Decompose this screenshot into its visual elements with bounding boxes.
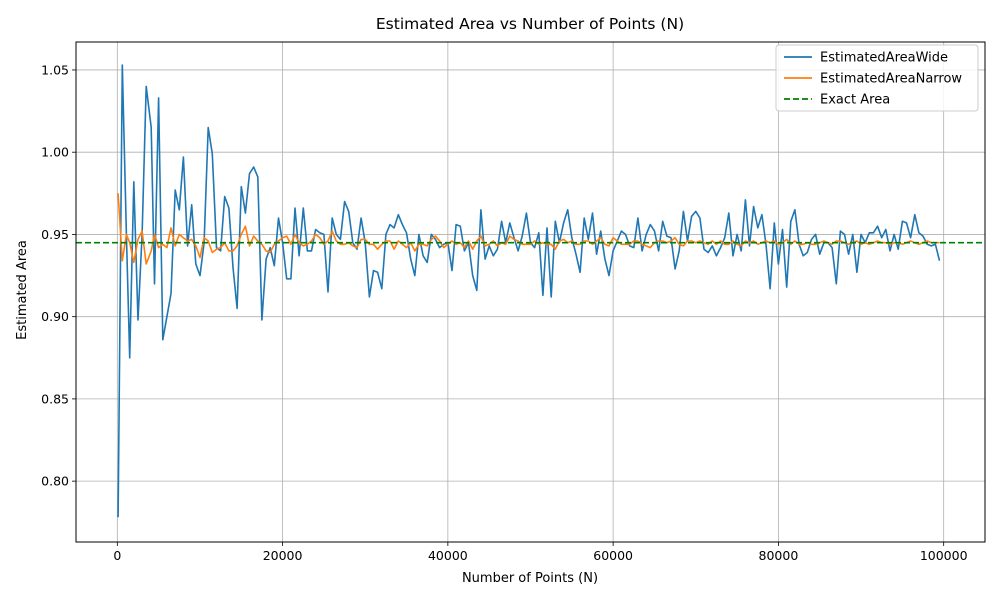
grid — [76, 42, 985, 542]
legend-label: EstimatedAreaWide — [820, 51, 948, 66]
x-tick-label: 80000 — [759, 548, 799, 563]
chart-title: Estimated Area vs Number of Points (N) — [376, 15, 684, 33]
x-axis-title: Number of Points (N) — [462, 571, 598, 586]
x-tick-label: 60000 — [593, 548, 633, 563]
series-line-estimatedareawide — [117, 64, 941, 518]
series-line-estimatedareanarrow — [117, 193, 940, 265]
x-axis: 0 20000 40000 60000 80000 100000 — [113, 542, 968, 563]
x-tick-label: 20000 — [263, 548, 303, 563]
y-tick-label: 0.95 — [41, 227, 69, 242]
legend-label: Exact Area — [820, 93, 890, 108]
y-tick-label: 1.00 — [41, 145, 69, 160]
x-tick-label: 100000 — [920, 548, 968, 563]
y-tick-label: 0.80 — [41, 474, 69, 489]
y-axis-title: Estimated Area — [15, 240, 30, 340]
y-axis: 0.80 0.85 0.90 0.95 1.00 1.05 — [41, 62, 76, 489]
x-tick-label: 40000 — [428, 548, 468, 563]
x-tick-label: 0 — [113, 548, 121, 563]
y-tick-label: 1.05 — [41, 62, 69, 77]
legend-box — [775, 44, 979, 112]
legend: EstimatedAreaWide EstimatedAreaNarrow Exac… — [775, 44, 979, 112]
plot-frame — [75, 41, 986, 543]
legend-label: EstimatedAreaNarrow — [820, 72, 962, 87]
y-tick-label: 0.85 — [41, 391, 69, 406]
series-layer — [117, 64, 941, 518]
y-tick-label: 0.90 — [41, 309, 69, 324]
